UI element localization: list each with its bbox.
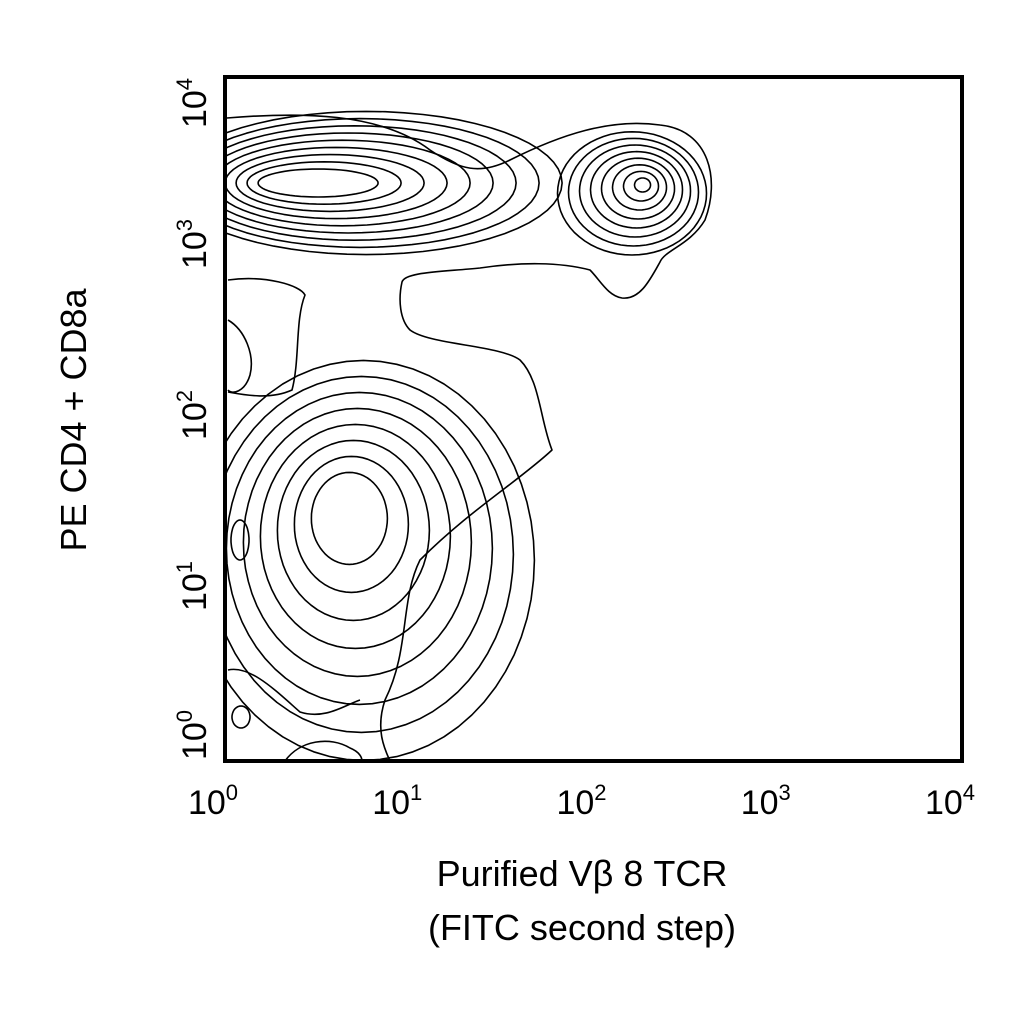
contour-line — [600, 157, 676, 220]
plot-frame — [223, 75, 964, 763]
y-tick-label: 103 — [172, 219, 214, 269]
contour-line — [578, 144, 692, 238]
x-tick-label: 104 — [925, 780, 975, 822]
contour-line — [230, 519, 250, 561]
x-axis-title-line-1: Purified Vβ 8 TCR — [437, 853, 728, 894]
contour-line — [589, 150, 684, 229]
contour-line — [225, 132, 494, 234]
y-tick-labels: 100 101 102 103 104 — [172, 78, 214, 760]
x-tick-label: 101 — [372, 780, 422, 822]
contour-line — [567, 137, 700, 247]
contour-line — [226, 114, 713, 761]
contour-line — [225, 391, 494, 706]
contour-line — [293, 455, 410, 594]
contour-line — [225, 125, 517, 241]
contour-line — [276, 439, 431, 622]
contour-line — [225, 110, 563, 256]
y-tick-label: 102 — [172, 390, 214, 440]
contour-line — [225, 375, 515, 734]
contour-line — [231, 705, 251, 729]
x-axis-title-line-2: (FITC second step) — [428, 907, 736, 948]
x-tick-label: 102 — [556, 780, 606, 822]
contour-line — [622, 170, 660, 202]
contour-line — [259, 423, 452, 650]
contour-line — [556, 131, 708, 256]
y-tick-label: 104 — [172, 78, 214, 128]
y-tick-label: 101 — [172, 561, 214, 611]
contour-line — [246, 161, 402, 205]
x-tick-labels: 100 101 102 103 104 — [188, 780, 975, 822]
contour-line — [242, 407, 473, 678]
contour-line — [227, 668, 361, 716]
contour-line — [227, 277, 306, 397]
contour-line — [284, 740, 363, 761]
x-tick-label: 100 — [188, 780, 238, 822]
contour-line — [611, 164, 668, 211]
contour-line — [225, 117, 540, 249]
contour-line — [225, 359, 536, 761]
x-tick-label: 103 — [741, 780, 791, 822]
contour-line — [633, 177, 652, 193]
contour-line — [227, 319, 252, 393]
contour-line — [310, 471, 389, 566]
contour-lines — [225, 110, 713, 761]
contour-line — [257, 168, 379, 198]
y-tick-label: 100 — [172, 710, 214, 760]
contour-line — [235, 153, 425, 213]
contour-line — [225, 139, 471, 227]
y-axis-title: PE CD4 + CD8a — [53, 287, 94, 551]
